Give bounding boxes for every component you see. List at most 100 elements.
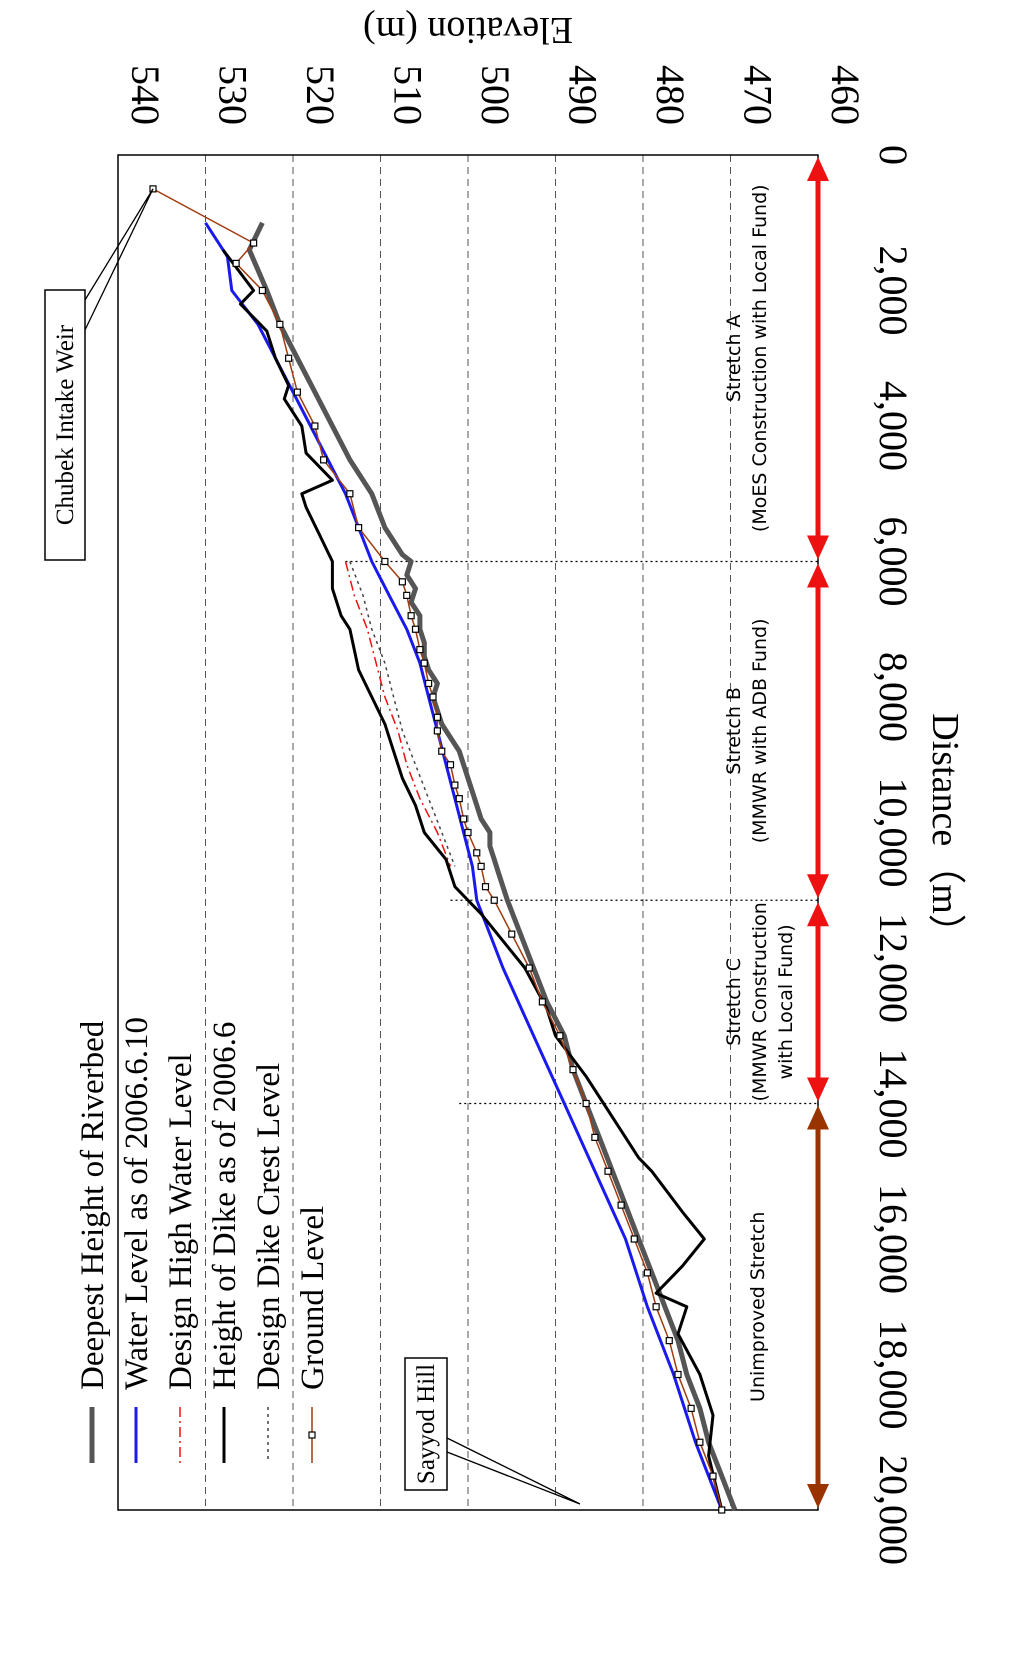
legend-label: Design Dike Crest Level (251, 1063, 287, 1390)
stretch-arrowhead-end (807, 1077, 829, 1102)
stretch-arrowhead-start (807, 563, 829, 588)
ground-level-point (346, 490, 354, 498)
stretch-label: Stretch A (723, 314, 745, 402)
stretch-label: (MMWR with ADB Fund) (749, 619, 771, 844)
legend-label: Water Level as of 2006.6.10 (119, 1017, 155, 1390)
ground-level-point (696, 1438, 704, 1446)
ground-level-point (403, 591, 411, 599)
ground-level-point (416, 645, 424, 654)
x-tick-label: 0 (871, 145, 916, 165)
y-tick-label: 480 (648, 65, 693, 125)
legend-marker (308, 1431, 316, 1439)
stretch-label: (MoES Construction with Local Fund) (749, 184, 771, 532)
sayyod-hill-label: Sayyod Hill (413, 1364, 440, 1484)
ground-level-point (446, 761, 455, 769)
chubek-callout-pointer (84, 188, 154, 331)
ground-level-point (477, 862, 485, 870)
legend-label: Height of Dike as of 2006.6 (207, 1022, 243, 1390)
ground-level-point (438, 747, 446, 755)
y-tick-label: 460 (823, 65, 868, 125)
stretch-arrows: Stretch A (MoES Construction with Local F… (723, 157, 829, 1508)
series-line-0 (246, 221, 738, 1511)
stretch-arrowhead-end (807, 535, 829, 560)
ground-level-point (258, 286, 266, 295)
ground-level-point (355, 524, 363, 532)
stretch-label: Stretch B (723, 687, 745, 775)
ground-level-point (652, 1303, 660, 1311)
stretch-label: Stretch C (723, 958, 745, 1046)
ground-level-point (433, 713, 441, 721)
ground-level-point (285, 354, 293, 362)
ground-level-point (411, 625, 420, 633)
y-tick-label: 520 (298, 65, 343, 125)
ground-level-point (250, 239, 258, 247)
ground-level-point (455, 795, 463, 803)
ground-level-point (643, 1269, 651, 1277)
x-tick-label: 20,000 (871, 1455, 916, 1565)
annotations: Chubek Intake Weir Sayyod Hill (44, 188, 581, 1505)
legend-label: Deepest Height of Riverbed (75, 1020, 111, 1390)
ground-level-point (630, 1235, 638, 1243)
ground-level-point (481, 883, 490, 891)
ground-level-point (709, 1472, 717, 1480)
ground-level-point (398, 578, 406, 586)
ground-level-point (451, 781, 459, 789)
ground-level-point (674, 1370, 682, 1379)
stretch-label: Unimproved Stretch (747, 1212, 769, 1402)
legend: Deepest Height of Riverbed Water Level as… (75, 1017, 331, 1463)
ground-level-point (591, 1133, 599, 1141)
ground-level-point (429, 693, 437, 701)
stretch-arrowhead-end (807, 1484, 829, 1508)
x-tick-label: 12,000 (871, 913, 916, 1023)
stretch-arrowhead-start (807, 157, 829, 181)
y-tick-label: 540 (123, 65, 168, 125)
ground-level-point (490, 896, 498, 904)
ground-level-point (320, 456, 328, 464)
ground-level-point (687, 1404, 695, 1412)
y-tick-label: 470 (736, 65, 781, 125)
series-line-2 (344, 561, 452, 867)
ground-level-point (556, 1032, 564, 1040)
y-tick-label: 510 (386, 65, 431, 125)
ground-level-point (604, 1167, 612, 1175)
ground-level-point (311, 422, 319, 430)
chubek-callout-box (44, 289, 86, 561)
legend-label: Ground Level (295, 1206, 331, 1390)
x-tick-label: 16,000 (871, 1184, 916, 1294)
sayyod-callout-pointer (446, 1437, 581, 1505)
y-tick-label: 500 (473, 65, 518, 125)
ground-level-point (525, 964, 533, 972)
series-lines (149, 185, 738, 1514)
ground-level-point (381, 557, 389, 566)
stretch-arrowhead-start (807, 1105, 829, 1130)
ground-level-point (407, 612, 415, 620)
stretch-label: with Local Fund) (775, 924, 797, 1079)
ground-level-point (276, 320, 284, 328)
ground-level-point (420, 659, 428, 667)
chubek-intake-weir-label: Chubek Intake Weir (52, 324, 79, 525)
x-tick-label: 8,000 (871, 652, 916, 742)
ground-level-point (538, 998, 546, 1006)
ground-level-point (508, 930, 516, 938)
ground-level-point (718, 1506, 726, 1514)
series-line-3 (221, 248, 724, 1511)
legend-label: Design High Water Level (163, 1053, 199, 1390)
stretch-label: (MMWR Construction (749, 902, 771, 1101)
ground-level-point (569, 1066, 577, 1074)
ground-level-point (617, 1201, 625, 1209)
sayyod-callout-box (404, 1357, 448, 1491)
stretch-divisions (345, 560, 818, 1105)
ground-level-point (464, 828, 472, 837)
ground-level-point (582, 1099, 590, 1108)
ground-level-point (473, 849, 481, 857)
series-line-5 (152, 188, 723, 1511)
x-tick-label: 18,000 (871, 1320, 916, 1430)
x-tick-label: 6,000 (871, 517, 916, 607)
ground-level-point (293, 388, 301, 396)
stretch-arrowhead-end (807, 874, 829, 899)
y-tick-label: 530 (211, 65, 256, 125)
ground-level-point (665, 1337, 673, 1345)
stretch-arrowhead-start (807, 902, 829, 927)
x-axis-title: Distance（m） (924, 713, 966, 952)
